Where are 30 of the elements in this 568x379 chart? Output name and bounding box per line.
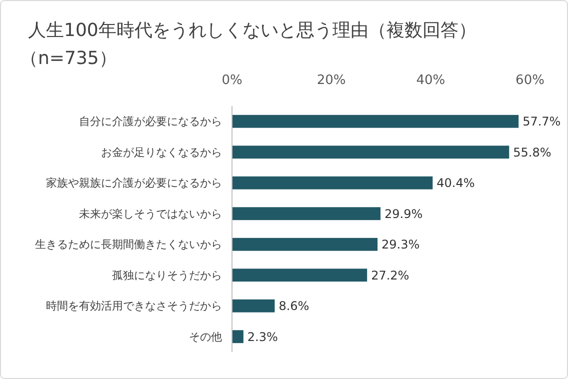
x-tick-label: 40%	[416, 73, 446, 88]
data-label: 27.2%	[371, 268, 410, 282]
y-tick-label: お金が足りなくなるから	[101, 146, 222, 159]
data-label: 29.3%	[382, 238, 420, 252]
bar	[232, 330, 244, 344]
data-label: 55.8%	[513, 145, 552, 160]
text: （n=735）	[20, 48, 117, 69]
data-label: 2.3%	[247, 330, 278, 344]
bar	[232, 268, 368, 282]
bar	[232, 176, 433, 190]
y-tick-label: 孤独になりそうだから	[112, 268, 222, 282]
bar	[232, 299, 275, 312]
y-tick-label: 時間を有効活用できなさそうだから	[46, 300, 222, 313]
x-tick-label: 60%	[516, 73, 544, 88]
bar	[232, 207, 381, 220]
bar	[232, 238, 378, 251]
data-label: 8.6%	[278, 299, 310, 314]
y-tick-label: 生きるために長期間働きたくないから	[35, 238, 222, 252]
y-tick-label: 未来が楽しそうではないから	[79, 207, 222, 220]
x-tick-label: 0%	[222, 73, 242, 88]
data-label: 40.4%	[436, 176, 475, 190]
y-tick-label: 自分に介護が必要になるから	[79, 115, 222, 128]
bar	[232, 146, 510, 159]
chart-title: 人生100年時代をうれしくないと思う理由（複数回答）	[28, 20, 476, 41]
data-label: 57.7%	[522, 114, 561, 129]
bar	[232, 114, 519, 128]
data-label: 29.9%	[384, 206, 423, 221]
y-tick-label: その他	[189, 330, 222, 344]
x-tick-label: 20%	[316, 73, 346, 88]
y-tick-label: 家族や親族に介護が必要になるから	[46, 176, 222, 190]
